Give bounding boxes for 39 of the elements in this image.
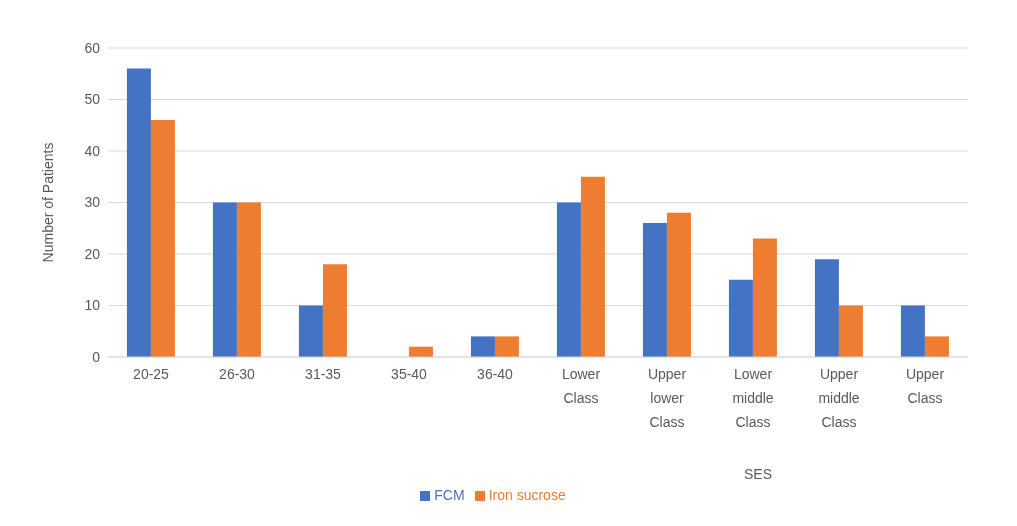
y-tick-label: 30 [84,194,101,211]
x-tick-label: Lower middle Class [732,366,774,430]
legend-label: FCM [434,487,465,503]
x-tick-label: 35-40 [391,366,428,382]
bar [728,279,753,357]
x-tick-label: Upper lower Class [647,366,687,430]
bar [494,336,519,357]
x-axis-title: SES [743,466,773,482]
bar [752,238,777,357]
x-tick-label: 31-35 [305,366,342,382]
bar [580,176,605,357]
x-tick-label: Upper middle Class [818,366,860,430]
bar [298,305,323,357]
y-tick-label: 20 [84,245,101,262]
bar [642,223,667,357]
bar [556,202,581,357]
y-tick-label: 10 [84,297,101,314]
y-axis-title: Number of Patients [39,142,56,263]
bar [236,202,261,357]
y-tick-label: 0 [92,348,101,365]
x-tick-label: Upper Class [905,366,945,406]
y-tick-label: 50 [84,91,101,108]
x-tick-label: 26-30 [219,366,256,382]
x-tick-label: Lower Class [561,366,601,406]
legend-label: Iron sucrose [488,487,566,503]
y-tick-label: 60 [84,39,101,56]
bar [838,305,863,357]
x-tick-label: 36-40 [477,366,514,382]
bar [150,120,175,357]
x-tick-label: 20-25 [133,366,170,382]
bar [666,212,691,357]
bar [212,202,237,357]
bar [126,68,151,357]
bar [470,336,495,357]
bar [322,264,347,357]
bar [900,305,925,357]
y-tick-label: 40 [84,142,101,159]
bar [924,336,949,357]
bar [814,259,839,357]
